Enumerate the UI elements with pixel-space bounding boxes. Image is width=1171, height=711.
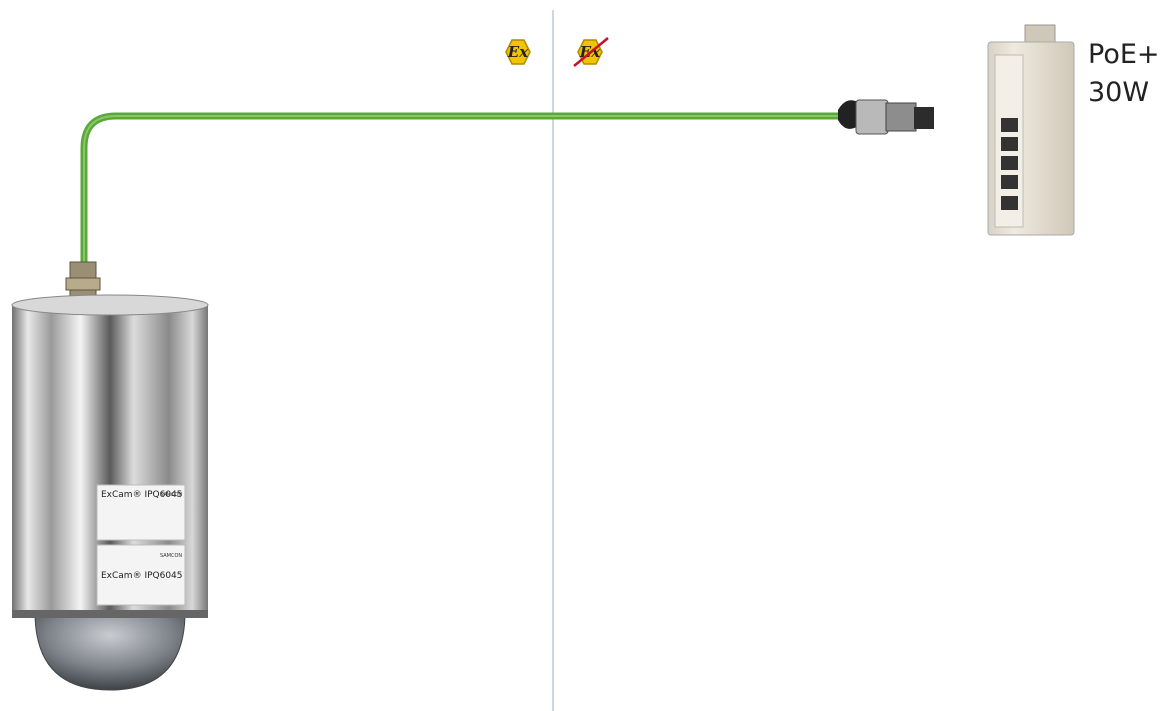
- poe-switch: [988, 25, 1074, 235]
- rj45-connector: [838, 100, 934, 134]
- power-label: 30W: [1088, 77, 1149, 108]
- cable-highlight: [84, 116, 845, 268]
- diagram: Ex Ex PoE+ 30W ExCam® IPQ6045 SAM: [0, 0, 1171, 711]
- camera: ExCam® IPQ6045 SAMCON SAMCON ExCam® IPQ6…: [12, 262, 208, 690]
- plate-brand: SAMCON: [160, 553, 182, 559]
- non-ex-zone-icon: Ex: [574, 38, 608, 66]
- plate-model: ExCam® IPQ6045: [101, 571, 183, 581]
- ex-zone-icon: Ex: [506, 40, 530, 64]
- ethernet-cable: [84, 116, 845, 268]
- ex-symbol: Ex: [507, 43, 529, 61]
- plate-brand: SAMCON: [160, 492, 182, 498]
- power-label: PoE+: [1088, 39, 1160, 70]
- page: {"power_label": {"line1": "PoE+", "line2…: [0, 0, 1171, 711]
